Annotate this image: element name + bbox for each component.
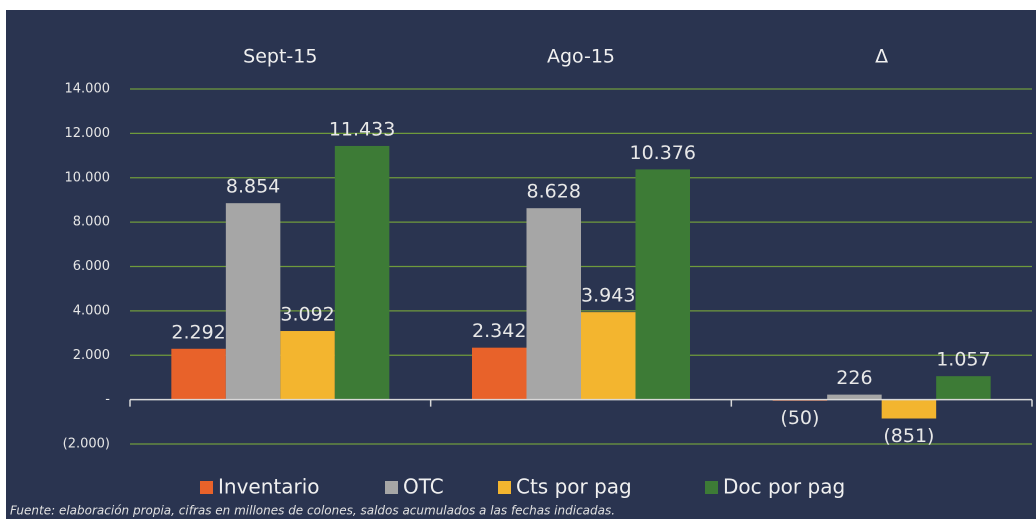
y-tick-label: 14.000 [65, 82, 111, 97]
legend-label: OTC [403, 475, 444, 499]
value-label: (50) [780, 407, 819, 429]
value-label: 3.943 [581, 285, 635, 307]
y-tick-label: 4.000 [73, 303, 110, 318]
category-label: Δ [875, 46, 888, 68]
bar [936, 376, 991, 400]
value-label: 10.376 [630, 142, 696, 164]
value-label: 226 [836, 367, 872, 389]
source-note: Fuente: elaboración propia, cifras en mi… [10, 504, 615, 518]
legend-swatch [705, 481, 718, 494]
value-label: 1.057 [936, 349, 990, 371]
legend-swatch [498, 481, 511, 494]
value-label: 11.433 [329, 118, 395, 140]
value-label: 2.292 [171, 321, 225, 343]
bar [225, 203, 281, 400]
value-label: 3.092 [280, 304, 334, 326]
bar [526, 208, 581, 400]
y-tick-label: 8.000 [73, 215, 110, 230]
bar [472, 347, 527, 400]
bar [280, 331, 335, 400]
bar [827, 394, 882, 400]
legend-label: Cts por pag [516, 475, 632, 499]
bar [171, 348, 226, 400]
y-tick-label: (2.000) [63, 437, 110, 452]
y-tick-label: 10.000 [65, 170, 111, 185]
value-label: 2.342 [472, 320, 526, 342]
y-tick-label: 12.000 [65, 126, 111, 141]
legend-swatch [200, 481, 213, 494]
value-label: 8.628 [527, 181, 581, 203]
bar [334, 145, 390, 400]
chart-background [6, 10, 1036, 519]
category-label: Sept-15 [243, 46, 317, 68]
bar [581, 312, 636, 400]
y-tick-label: - [105, 392, 110, 407]
legend-label: Doc por pag [723, 475, 845, 499]
value-label: 8.854 [226, 176, 280, 198]
legend-label: Inventario [218, 475, 320, 499]
y-tick-label: 2.000 [73, 348, 110, 363]
y-tick-label: 6.000 [73, 259, 110, 274]
legend-swatch [385, 481, 398, 494]
bar [635, 169, 690, 400]
category-label: Ago-15 [547, 46, 615, 68]
bar [881, 399, 937, 419]
value-label: (851) [883, 425, 934, 447]
